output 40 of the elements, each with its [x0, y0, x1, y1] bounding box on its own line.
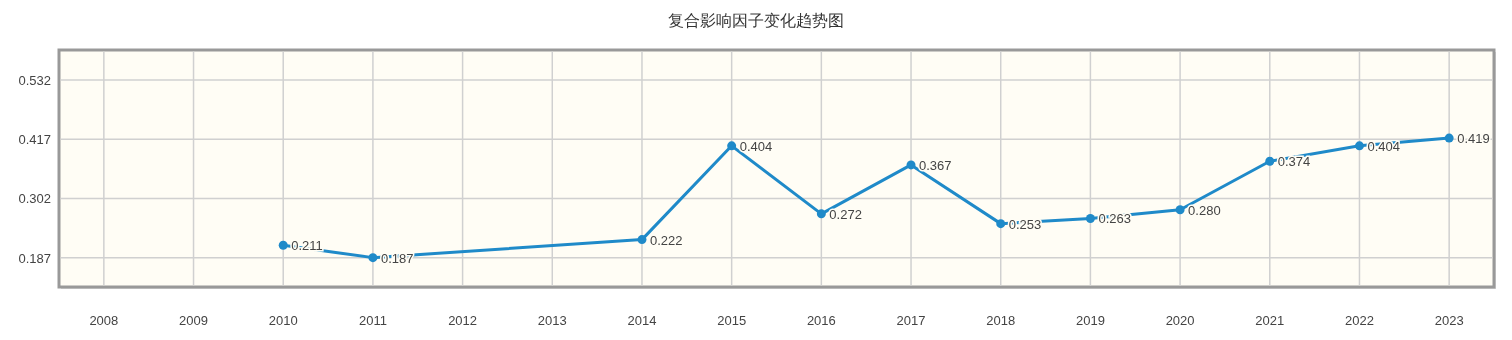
point: [278, 240, 288, 250]
point: [1354, 141, 1364, 151]
x-tick-label: 2021: [1255, 313, 1285, 328]
x-tick-label: 2020: [1165, 313, 1195, 328]
point: [996, 219, 1006, 229]
point: [637, 235, 647, 245]
x-tick-label: 2013: [537, 313, 567, 328]
x-tick-label: 2010: [268, 313, 298, 328]
data-label: 0.374: [1277, 154, 1311, 170]
point: [368, 253, 378, 263]
y-tick-label: 0.187: [18, 250, 51, 266]
x-tick-label: 2017: [896, 313, 926, 328]
data-label: 0.404: [739, 138, 773, 154]
point: [816, 209, 826, 219]
point: [727, 141, 737, 151]
x-tick-label: 2018: [986, 313, 1016, 328]
x-tick-label: 2022: [1345, 313, 1374, 328]
data-label: 0.222: [649, 232, 683, 248]
data-label: 0.280: [1188, 202, 1221, 218]
x-tick-label: 2011: [358, 313, 387, 328]
point: [1444, 133, 1454, 143]
x-tick-label: 2014: [627, 313, 657, 328]
x-tick-label: 2012: [448, 313, 478, 328]
x-tick-label: 2015: [717, 313, 747, 328]
y-tick-label: 0.417: [18, 132, 51, 148]
data-label: 0.367: [919, 157, 952, 173]
x-tick-label: 2019: [1075, 313, 1105, 328]
point: [906, 160, 916, 170]
x-tick-label: 2009: [179, 313, 208, 328]
data-label: 0.419: [1457, 131, 1490, 147]
data-label: 0.272: [829, 206, 862, 222]
point: [1175, 205, 1185, 215]
x-tick-label: 2016: [806, 313, 836, 328]
y-tick-label: 0.302: [18, 191, 51, 207]
chart-title: 复合影响因子变化趋势图: [668, 12, 844, 29]
x-tick-label: 2023: [1434, 313, 1464, 328]
point: [1265, 156, 1275, 166]
y-tick-label: 0.532: [18, 72, 51, 88]
x-tick-label: 2008: [89, 313, 119, 328]
point: [1085, 213, 1095, 223]
